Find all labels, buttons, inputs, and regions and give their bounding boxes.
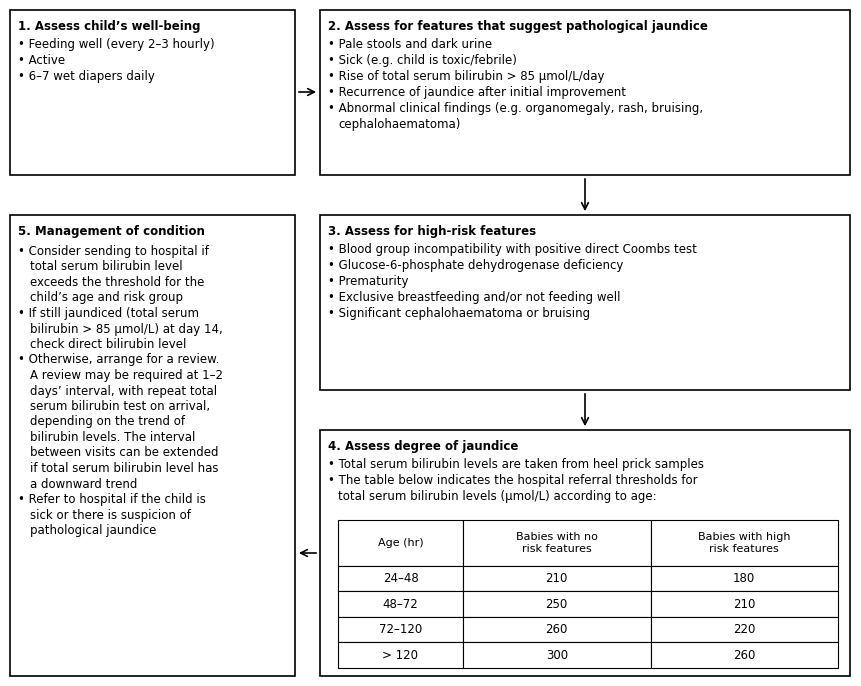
Bar	[320, 215, 850, 390]
Text: a downward trend: a downward trend	[30, 477, 138, 490]
Text: total serum bilirubin level: total serum bilirubin level	[30, 261, 183, 274]
Bar	[651, 591, 838, 617]
Text: A review may be required at 1–2: A review may be required at 1–2	[30, 369, 223, 382]
Bar	[651, 520, 838, 566]
Text: 72–120: 72–120	[379, 623, 422, 636]
Bar	[463, 591, 651, 617]
Text: 250: 250	[546, 598, 568, 611]
Text: cephalohaematoma): cephalohaematoma)	[338, 118, 461, 131]
Text: Babies with high
risk features: Babies with high risk features	[698, 532, 790, 554]
Bar	[463, 617, 651, 643]
Text: • Total serum bilirubin levels are taken from heel prick samples: • Total serum bilirubin levels are taken…	[328, 458, 704, 471]
Text: 5. Management of condition: 5. Management of condition	[18, 225, 205, 238]
Text: • Active: • Active	[18, 54, 65, 67]
Text: • The table below indicates the hospital referral thresholds for: • The table below indicates the hospital…	[328, 474, 697, 487]
Bar	[463, 520, 651, 566]
Text: • Exclusive breastfeeding and/or not feeding well: • Exclusive breastfeeding and/or not fee…	[328, 291, 621, 304]
Text: depending on the trend of: depending on the trend of	[30, 416, 185, 429]
Bar	[10, 215, 295, 676]
Text: days’ interval, with repeat total: days’ interval, with repeat total	[30, 384, 217, 397]
Text: > 120: > 120	[382, 649, 418, 662]
Text: child’s age and risk group: child’s age and risk group	[30, 292, 183, 305]
Text: • Blood group incompatibility with positive direct Coombs test: • Blood group incompatibility with posit…	[328, 243, 697, 256]
Text: • Prematurity: • Prematurity	[328, 275, 408, 288]
Text: pathological jaundice: pathological jaundice	[30, 524, 157, 537]
Text: 1. Assess child’s well-being: 1. Assess child’s well-being	[18, 20, 201, 33]
Bar	[320, 10, 850, 175]
Text: 180: 180	[733, 572, 755, 585]
Text: • If still jaundiced (total serum: • If still jaundiced (total serum	[18, 307, 199, 320]
Text: serum bilirubin test on arrival,: serum bilirubin test on arrival,	[30, 400, 210, 413]
Text: • Abnormal clinical findings (e.g. organomegaly, rash, bruising,: • Abnormal clinical findings (e.g. organ…	[328, 102, 703, 115]
Text: • Consider sending to hospital if: • Consider sending to hospital if	[18, 245, 209, 258]
Text: • Significant cephalohaematoma or bruising: • Significant cephalohaematoma or bruisi…	[328, 307, 590, 320]
Text: bilirubin > 85 μmol/L) at day 14,: bilirubin > 85 μmol/L) at day 14,	[30, 322, 223, 335]
Bar	[463, 566, 651, 591]
Text: • 6–7 wet diapers daily: • 6–7 wet diapers daily	[18, 70, 155, 83]
Bar	[338, 643, 463, 668]
Text: 210: 210	[733, 598, 755, 611]
Bar	[651, 617, 838, 643]
Text: • Rise of total serum bilirubin > 85 μmol/L/day: • Rise of total serum bilirubin > 85 μmo…	[328, 70, 604, 83]
Text: 300: 300	[546, 649, 567, 662]
Bar	[10, 10, 295, 175]
Bar	[463, 643, 651, 668]
Bar	[338, 591, 463, 617]
Text: • Recurrence of jaundice after initial improvement: • Recurrence of jaundice after initial i…	[328, 86, 626, 99]
Text: • Sick (e.g. child is toxic/febrile): • Sick (e.g. child is toxic/febrile)	[328, 54, 517, 67]
Text: 48–72: 48–72	[382, 598, 418, 611]
Bar	[320, 430, 850, 676]
Text: 210: 210	[546, 572, 568, 585]
Text: between visits can be extended: between visits can be extended	[30, 447, 219, 460]
Text: exceeds the threshold for the: exceeds the threshold for the	[30, 276, 204, 289]
Bar	[338, 566, 463, 591]
Text: total serum bilirubin levels (μmol/L) according to age:: total serum bilirubin levels (μmol/L) ac…	[338, 490, 657, 503]
Text: • Feeding well (every 2–3 hourly): • Feeding well (every 2–3 hourly)	[18, 38, 214, 51]
Text: check direct bilirubin level: check direct bilirubin level	[30, 338, 186, 351]
Text: • Otherwise, arrange for a review.: • Otherwise, arrange for a review.	[18, 353, 220, 366]
Text: • Refer to hospital if the child is: • Refer to hospital if the child is	[18, 493, 206, 506]
Text: bilirubin levels. The interval: bilirubin levels. The interval	[30, 431, 195, 444]
Text: if total serum bilirubin level has: if total serum bilirubin level has	[30, 462, 219, 475]
Text: Age (hr): Age (hr)	[378, 538, 424, 548]
Text: • Pale stools and dark urine: • Pale stools and dark urine	[328, 38, 492, 51]
Bar	[651, 566, 838, 591]
Bar	[338, 617, 463, 643]
Text: Babies with no
risk features: Babies with no risk features	[516, 532, 598, 554]
Text: 260: 260	[546, 623, 568, 636]
Text: 3. Assess for high-risk features: 3. Assess for high-risk features	[328, 225, 536, 238]
Text: 220: 220	[733, 623, 755, 636]
Text: sick or there is suspicion of: sick or there is suspicion of	[30, 508, 191, 521]
Text: 2. Assess for features that suggest pathological jaundice: 2. Assess for features that suggest path…	[328, 20, 708, 33]
Text: 260: 260	[733, 649, 755, 662]
Bar	[338, 520, 463, 566]
Text: 24–48: 24–48	[382, 572, 418, 585]
Text: 4. Assess degree of jaundice: 4. Assess degree of jaundice	[328, 440, 518, 453]
Text: • Glucose-6-phosphate dehydrogenase deficiency: • Glucose-6-phosphate dehydrogenase defi…	[328, 259, 623, 272]
Bar	[651, 643, 838, 668]
